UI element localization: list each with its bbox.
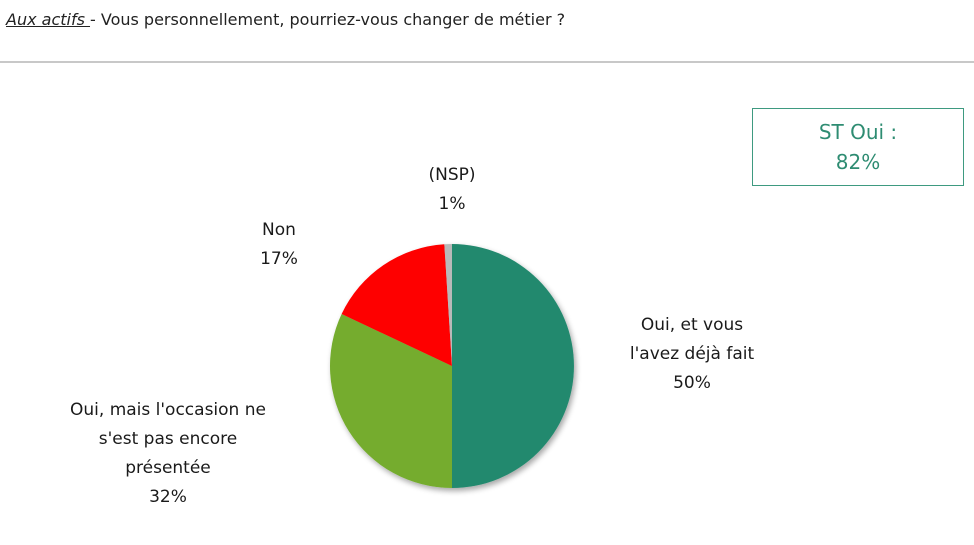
pie-slices (329, 244, 574, 488)
slice-value-3: 1% (439, 194, 466, 214)
slice-value-2: 17% (260, 249, 298, 269)
slice-value-1: 32% (149, 487, 187, 507)
summary-box-title: ST Oui : (818, 120, 898, 144)
summary-box: ST Oui : 82% (752, 108, 964, 186)
slice-label-line: présentée (125, 458, 211, 478)
slice-value-0: 50% (673, 373, 711, 393)
slice-label-line: Oui, mais l'occasion ne (70, 400, 266, 420)
summary-box-value: 82% (835, 150, 881, 174)
header-divider (0, 61, 974, 63)
pie-slice-1 (329, 314, 452, 488)
slice-label-line: Oui, et vous (641, 315, 743, 335)
pie-slice-2 (341, 244, 452, 366)
slice-label-line: l'avez déjà fait (630, 344, 755, 364)
pie-slice-3 (444, 244, 452, 366)
population-label: Aux actifs (6, 10, 91, 29)
question-header: Aux actifs - Vous personnellement, pourr… (6, 10, 565, 29)
slice-label-0: Oui, et vous l'avez déjà fait 50% (630, 315, 755, 393)
slice-label-line: (NSP) (428, 165, 475, 185)
slice-label-1: Oui, mais l'occasion ne s'est pas encore p… (70, 400, 266, 507)
pie-slice-0 (452, 244, 574, 488)
slice-label-line: Non (262, 220, 296, 240)
slice-label-line: s'est pas encore (99, 429, 237, 449)
question-text: - Vous personnellement, pourriez-vous ch… (90, 10, 566, 29)
slice-label-3: (NSP) 1% (428, 165, 475, 214)
pie-labels: Oui, et vous l'avez déjà fait 50% Oui, mais… (70, 165, 754, 507)
slice-label-2: Non 17% (260, 220, 298, 269)
